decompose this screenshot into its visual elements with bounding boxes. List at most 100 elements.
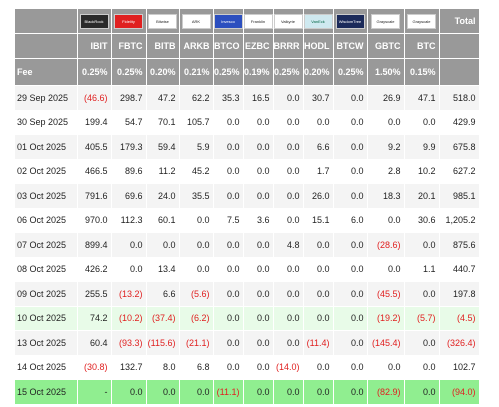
table-row: 30 Sep 2025 199.4 54.7 70.1 105.7 0.0 0.0 0.0 0.… (15, 110, 480, 135)
fee-value: 0.25% (213, 58, 244, 86)
ticker-row: IBIT FBTC BITB ARKB BTCO EZBC BRRR HODL BTCW GBTC… (15, 33, 480, 59)
flow-cell: (11.1) (213, 379, 244, 405)
flow-cell: 6.8 (179, 355, 214, 380)
table-row: 01 Oct 2025 405.5 179.3 59.4 5.9 0.0 0.0 0.0 6.6… (15, 134, 480, 160)
flow-cell: 0.0 (333, 159, 368, 184)
issuer-logo-cell: Valkyrie (273, 9, 304, 34)
flow-cell: (93.3) (111, 330, 147, 356)
total-cell: 197.8 (439, 281, 480, 307)
flow-cell: 0.0 (213, 257, 244, 282)
flow-cell: 9.9 (404, 134, 440, 160)
flow-cell: 60.4 (77, 330, 112, 356)
flow-cell: (145.4) (367, 330, 405, 356)
ticker-header: FBTC (111, 33, 147, 59)
flow-cell: 0.0 (333, 330, 368, 356)
issuer-logo: Fidelity (114, 13, 143, 29)
flow-cell: 62.2 (179, 85, 214, 111)
flow-cell: 0.0 (213, 134, 244, 160)
flow-cell: 0.0 (303, 110, 334, 135)
date-cell: 08 Oct 2025 (15, 257, 78, 282)
fee-value: 0.25% (273, 58, 304, 86)
flow-cell: (19.2) (367, 306, 405, 331)
fee-value: 0.19% (243, 58, 274, 86)
flow-cell: 0.0 (367, 355, 405, 380)
flow-cell: 0.0 (243, 306, 274, 331)
fee-value: 0.20% (303, 58, 334, 86)
flow-cell: (14.0) (273, 355, 304, 380)
flow-cell: 15.1 (303, 208, 334, 233)
flow-cell: 0.0 (303, 355, 334, 380)
flow-cell: 35.3 (213, 85, 244, 111)
table-row: 13 Oct 2025 60.4 (93.3) (115.6) (21.1) 0.0 0.0… (15, 330, 480, 356)
total-header: Total (439, 9, 480, 34)
flow-cell: 26.0 (303, 183, 334, 209)
ticker-header: EZBC (243, 33, 274, 59)
flow-cell: 132.7 (111, 355, 147, 380)
table-row: 15 Oct 2025-0.0 0.0 0.0 (11.1) 0.0 0.0 0.0 0.0(… (15, 379, 480, 405)
fee-value: 0.25% (77, 58, 112, 86)
issuer-logo-cell: BlackRock (77, 9, 112, 34)
flow-cell: 199.4 (77, 110, 112, 135)
flow-cell: (5.6) (179, 281, 214, 307)
issuer-logo-cell: Bitwise (146, 9, 180, 34)
issuer-logo-cell: Grayscale (367, 9, 405, 34)
ticker-header: BTCW (333, 33, 368, 59)
flow-cell: 0.0 (213, 330, 244, 356)
date-cell: 13 Oct 2025 (15, 330, 78, 356)
flow-cell: 405.5 (77, 134, 112, 160)
flow-cell: - (77, 379, 112, 405)
flow-cell: 0.0 (303, 257, 334, 282)
flow-cell: 0.0 (243, 232, 274, 258)
flow-cell: 0.0 (273, 159, 304, 184)
table-row: 02 Oct 2025 466.5 89.6 11.2 45.2 0.0 0.0 0.0 1.7… (15, 159, 480, 184)
total-cell: (326.4) (439, 330, 480, 356)
fee-value: 0.25% (111, 58, 147, 86)
flow-cell: 0.0 (213, 110, 244, 135)
flow-cell: (30.8) (77, 355, 112, 380)
flow-cell: 0.0 (303, 306, 334, 331)
flow-cell: 0.0 (273, 257, 304, 282)
issuer-logo-cell: Fidelity (111, 9, 147, 34)
date-cell: 09 Oct 2025 (15, 281, 78, 307)
date-cell: 03 Oct 2025 (15, 183, 78, 209)
flow-cell: (21.1) (179, 330, 214, 356)
date-cell: 30 Sep 2025 (15, 110, 78, 135)
flow-cell: 30.6 (404, 208, 440, 233)
total-cell: 875.6 (439, 232, 480, 258)
flow-cell: 0.0 (404, 355, 440, 380)
fee-value: 0.20% (146, 58, 180, 86)
flow-cell: 0.0 (303, 232, 334, 258)
flow-cell: 0.0 (367, 257, 405, 282)
flow-cell: 0.0 (213, 159, 244, 184)
date-cell: 06 Oct 2025 (15, 208, 78, 233)
issuer-logo: ARK (181, 13, 211, 29)
date-cell: 07 Oct 2025 (15, 232, 78, 258)
total-cell: 985.1 (439, 183, 480, 209)
fee-value: 0.21% (179, 58, 214, 86)
ticker-total-blank (439, 33, 480, 59)
flow-cell: (6.2) (179, 306, 214, 331)
issuer-logo: Invesco (213, 13, 242, 29)
ticker-header: IBIT (77, 33, 112, 59)
issuer-logo-cell: Invesco (213, 9, 244, 34)
flow-cell: 0.0 (273, 134, 304, 160)
table-row: 10 Oct 2025 74.2 (10.2) (37.4) (6.2) 0.0 0.0 0.… (15, 306, 480, 331)
flow-cell: 0.0 (243, 355, 274, 380)
flow-cell: 18.3 (367, 183, 405, 209)
flow-cell: 0.0 (303, 379, 334, 405)
issuer-logo-cell: VanEck (303, 9, 334, 34)
issuer-logo: Franklin (243, 13, 272, 29)
total-cell: (4.5) (439, 306, 480, 331)
date-cell: 01 Oct 2025 (15, 134, 78, 160)
flow-cell: 47.1 (404, 85, 440, 111)
ticker-corner (15, 33, 78, 59)
fee-value: 0.15% (404, 58, 440, 86)
flow-cell: (28.6) (367, 232, 405, 258)
flow-cell: 0.0 (303, 281, 334, 307)
flow-cell: 0.0 (333, 232, 368, 258)
total-cell: 518.0 (439, 85, 480, 111)
issuer-logo-cell: ARK (179, 9, 214, 34)
issuer-logo: Grayscale (371, 13, 400, 29)
flow-cell: 74.2 (77, 306, 112, 331)
total-cell: 627.2 (439, 159, 480, 184)
